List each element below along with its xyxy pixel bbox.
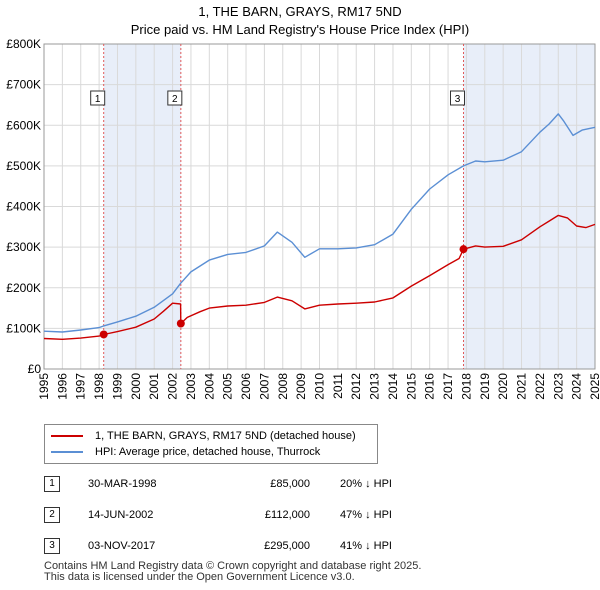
x-tick-label-2002: 2002 bbox=[166, 373, 180, 400]
transaction-date-1: 30-MAR-1998 bbox=[88, 478, 157, 490]
x-tick-label-2024: 2024 bbox=[570, 373, 584, 400]
y-tick-label-2: £200K bbox=[6, 281, 41, 295]
transaction-hpi-2: 47% ↓ HPI bbox=[340, 509, 392, 521]
x-tick-label-2013: 2013 bbox=[368, 373, 382, 400]
transaction-num-1: 1 bbox=[44, 476, 60, 492]
legend-swatch-property bbox=[51, 435, 83, 437]
x-tick-label-1995: 1995 bbox=[37, 373, 51, 400]
transaction-price-1: £85,000 bbox=[270, 478, 310, 490]
x-tick-label-2004: 2004 bbox=[202, 373, 216, 400]
x-tick-label-2010: 2010 bbox=[313, 373, 327, 400]
x-tick-label-2022: 2022 bbox=[533, 373, 547, 400]
x-tick-label-2018: 2018 bbox=[459, 373, 473, 400]
legend-label-property: 1, THE BARN, GRAYS, RM17 5ND (detached h… bbox=[95, 430, 356, 442]
chart-area: £0 £100K £200K £300K £400K £500K £600K £700K £80… bbox=[6, 37, 600, 400]
x-tick-label-2016: 2016 bbox=[423, 373, 437, 400]
x-tick-label-1996: 1996 bbox=[55, 373, 69, 400]
marker-box-2 bbox=[167, 90, 183, 106]
footer-copyright: Contains HM Land Registry data © Crown c… bbox=[44, 560, 422, 572]
x-tick-label-2020: 2020 bbox=[496, 373, 510, 400]
x-tick-label-2021: 2021 bbox=[515, 373, 529, 400]
x-tick-label-2005: 2005 bbox=[221, 373, 235, 400]
sale-marker-3 bbox=[459, 245, 468, 254]
transaction-num-2: 2 bbox=[44, 507, 60, 523]
x-tick-label-2019: 2019 bbox=[478, 373, 492, 400]
legend-item-property: 1, THE BARN, GRAYS, RM17 5ND (detached h… bbox=[51, 428, 356, 444]
y-tick-label-7: £700K bbox=[6, 78, 41, 92]
y-tick-label-6: £600K bbox=[6, 118, 41, 132]
chart-title: 1, THE BARN, GRAYS, RM17 5ND bbox=[198, 4, 402, 19]
y-tick-label-1: £100K bbox=[6, 321, 41, 335]
x-tick-label-2001: 2001 bbox=[147, 373, 161, 400]
x-tick-label-2007: 2007 bbox=[257, 373, 271, 400]
x-tick-label-1997: 1997 bbox=[74, 373, 88, 400]
marker-label-3: 3 bbox=[455, 94, 461, 105]
y-tick-label-4: £400K bbox=[6, 200, 41, 214]
y-tick-label-0: £0 bbox=[28, 362, 42, 376]
sale-marker-2 bbox=[176, 319, 185, 328]
transaction-date-3: 03-NOV-2017 bbox=[88, 540, 156, 552]
x-tick-label-1998: 1998 bbox=[92, 373, 106, 400]
footer-license: This data is licensed under the Open Gov… bbox=[44, 571, 355, 583]
x-tick-label-2003: 2003 bbox=[184, 373, 198, 400]
marker-box-3 bbox=[449, 90, 465, 106]
x-tick-label-2014: 2014 bbox=[386, 373, 400, 400]
x-tick-label-2011: 2011 bbox=[331, 373, 345, 399]
marker-label-2: 2 bbox=[172, 94, 178, 105]
marker-box-1 bbox=[90, 90, 106, 106]
x-tick-label-2000: 2000 bbox=[129, 373, 143, 400]
x-tick-label-2012: 2012 bbox=[349, 373, 363, 400]
transaction-hpi-3: 41% ↓ HPI bbox=[340, 540, 392, 552]
plot-frame bbox=[43, 43, 596, 370]
y-tick-label-5: £500K bbox=[6, 159, 41, 173]
x-tick-label-2023: 2023 bbox=[551, 373, 565, 400]
series-line-hpi bbox=[43, 113, 596, 333]
x-tick-label-1999: 1999 bbox=[110, 373, 124, 400]
y-tick-label-3: £300K bbox=[6, 240, 41, 254]
legend-label-hpi: HPI: Average price, detached house, Thur… bbox=[95, 446, 321, 458]
y-tick-label-8: £800K bbox=[6, 37, 41, 51]
chart-subtitle: Price paid vs. HM Land Registry's House … bbox=[130, 22, 470, 37]
sale-marker-1 bbox=[99, 330, 108, 339]
x-tick-label-2006: 2006 bbox=[239, 373, 253, 400]
transaction-num-3: 3 bbox=[44, 538, 60, 554]
legend: 1, THE BARN, GRAYS, RM17 5ND (detached h… bbox=[44, 424, 378, 464]
transaction-price-2: £112,000 bbox=[264, 509, 310, 521]
transaction-price-3: £295,000 bbox=[264, 540, 310, 552]
x-tick-label-2017: 2017 bbox=[441, 373, 455, 400]
legend-swatch-hpi bbox=[51, 451, 83, 453]
x-tick-label-2025: 2025 bbox=[588, 373, 600, 400]
x-tick-label-2015: 2015 bbox=[404, 373, 418, 400]
transaction-date-2: 14-JUN-2002 bbox=[88, 509, 154, 521]
series-line-property bbox=[43, 214, 596, 340]
legend-item-hpi: HPI: Average price, detached house, Thur… bbox=[51, 444, 320, 460]
x-tick-label-2008: 2008 bbox=[276, 373, 290, 400]
footer: Contains HM Land Registry data © Crown c… bbox=[44, 561, 421, 583]
x-tick-label-2009: 2009 bbox=[294, 373, 308, 400]
marker-label-1: 1 bbox=[95, 94, 101, 105]
transaction-hpi-1: 20% ↓ HPI bbox=[340, 478, 392, 490]
